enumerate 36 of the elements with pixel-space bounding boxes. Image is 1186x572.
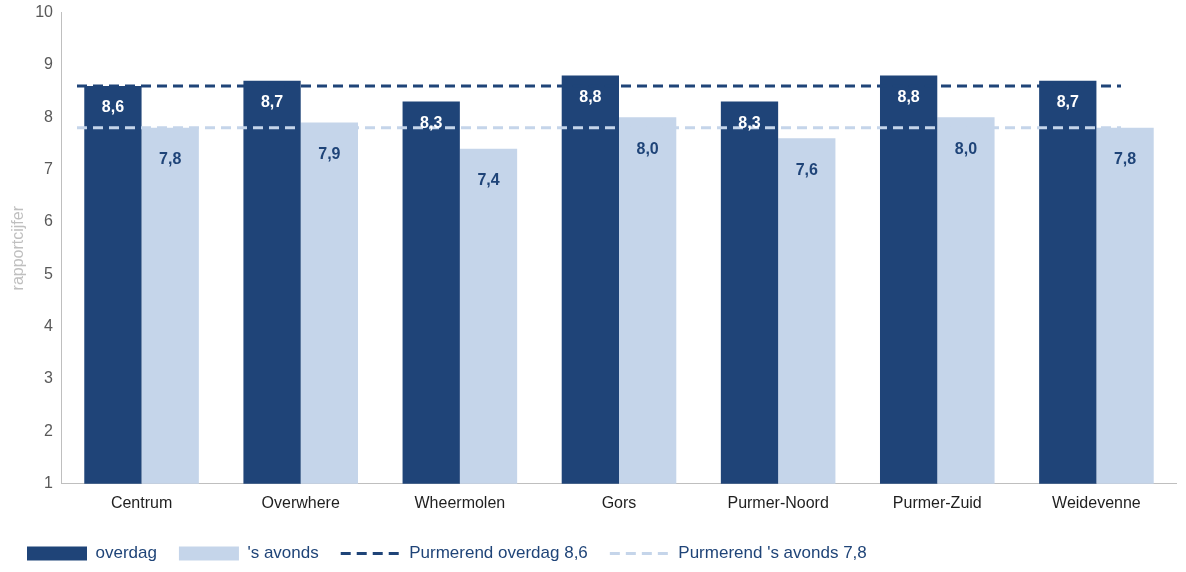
- legend-label: overdag: [95, 543, 157, 563]
- data-label: 8,3: [738, 114, 761, 132]
- legend-label: Purmerend 's avonds 7,8: [678, 543, 867, 563]
- x-tick-label: Overwhere: [261, 493, 340, 511]
- data-label: 7,8: [1113, 150, 1137, 168]
- data-label: 7,4: [477, 171, 500, 189]
- data-label: 8,8: [897, 87, 920, 105]
- data-label: 8,7: [1056, 93, 1079, 111]
- y-tick-label: 4: [44, 317, 54, 335]
- x-tick-label: Centrum: [110, 493, 173, 511]
- legend-label: 's avonds: [247, 543, 319, 563]
- data-label: 8,0: [954, 139, 978, 157]
- y-tick-label: 2: [44, 421, 54, 439]
- data-label: 8,0: [636, 139, 659, 157]
- y-tick-label: 10: [35, 3, 54, 21]
- y-tick-label: 8: [44, 107, 54, 125]
- data-label: 7,6: [795, 160, 819, 178]
- data-label: 8,7: [260, 93, 284, 111]
- y-axis-title: rapportcijfer: [9, 205, 27, 291]
- y-tick-label: 7: [44, 160, 54, 178]
- y-tick-label: 5: [44, 264, 54, 282]
- x-tick-label: Weidevenne: [1052, 493, 1141, 511]
- y-tick-label: 9: [44, 55, 54, 73]
- x-tick-label: Purmer-Zuid: [892, 493, 982, 511]
- data-label: 8,3: [420, 114, 443, 132]
- legend-label: Purmerend overdag 8,6: [409, 543, 588, 563]
- x-tick-label: Gors: [601, 493, 637, 511]
- x-tick-label: Purmer-Noord: [727, 493, 829, 511]
- y-tick-label: 1: [44, 474, 54, 492]
- data-label: 8,8: [579, 87, 602, 105]
- x-tick-label: Wheermolen: [414, 493, 506, 511]
- data-label: 7,9: [318, 144, 341, 162]
- data-label: 7,8: [159, 150, 182, 168]
- y-tick-label: 6: [44, 212, 54, 230]
- data-label: 8,6: [101, 98, 125, 116]
- y-tick-label: 3: [44, 369, 54, 387]
